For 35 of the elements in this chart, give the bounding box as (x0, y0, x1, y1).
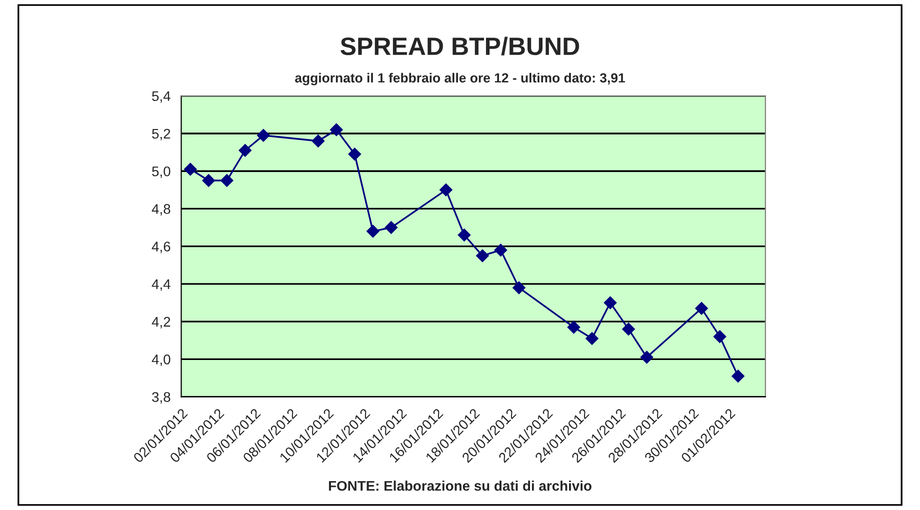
point (348, 148, 362, 161)
point (440, 184, 452, 196)
point (476, 249, 489, 262)
point (640, 350, 654, 364)
y-tick-label: 4,6 (152, 242, 170, 254)
point (202, 174, 216, 187)
point (184, 162, 197, 176)
point (494, 244, 508, 257)
y-tick-label: 5,4 (152, 91, 170, 103)
chart-subtitle: aggiornato il 1 febbraio alle ore 12 - ultimo dato: 3,91 (295, 72, 625, 86)
point (732, 370, 744, 383)
point (512, 281, 526, 294)
point (695, 302, 708, 315)
point (604, 296, 617, 310)
y-tick-label: 5,0 (152, 166, 170, 178)
y-tick-label: 4,8 (152, 204, 170, 216)
point (622, 322, 635, 336)
y-tick-label: 4,4 (152, 279, 170, 291)
point (330, 123, 343, 136)
y-tick-label: 5,2 (152, 128, 170, 140)
point (713, 330, 726, 344)
point (458, 228, 471, 242)
y-tick-label: 4,0 (152, 354, 170, 366)
y-tick-label: 3,8 (152, 392, 170, 404)
point (220, 174, 234, 187)
point (312, 134, 325, 148)
point (384, 221, 398, 234)
chart-title: SPREAD BTP/BUND (340, 36, 580, 56)
point (586, 332, 598, 345)
point (366, 224, 380, 238)
point (256, 128, 270, 142)
y-tick-label: 4,2 (152, 316, 170, 328)
point (238, 144, 252, 157)
point (567, 320, 580, 334)
source-note: FONTE: Elaborazione su dati di archivio (328, 480, 592, 491)
